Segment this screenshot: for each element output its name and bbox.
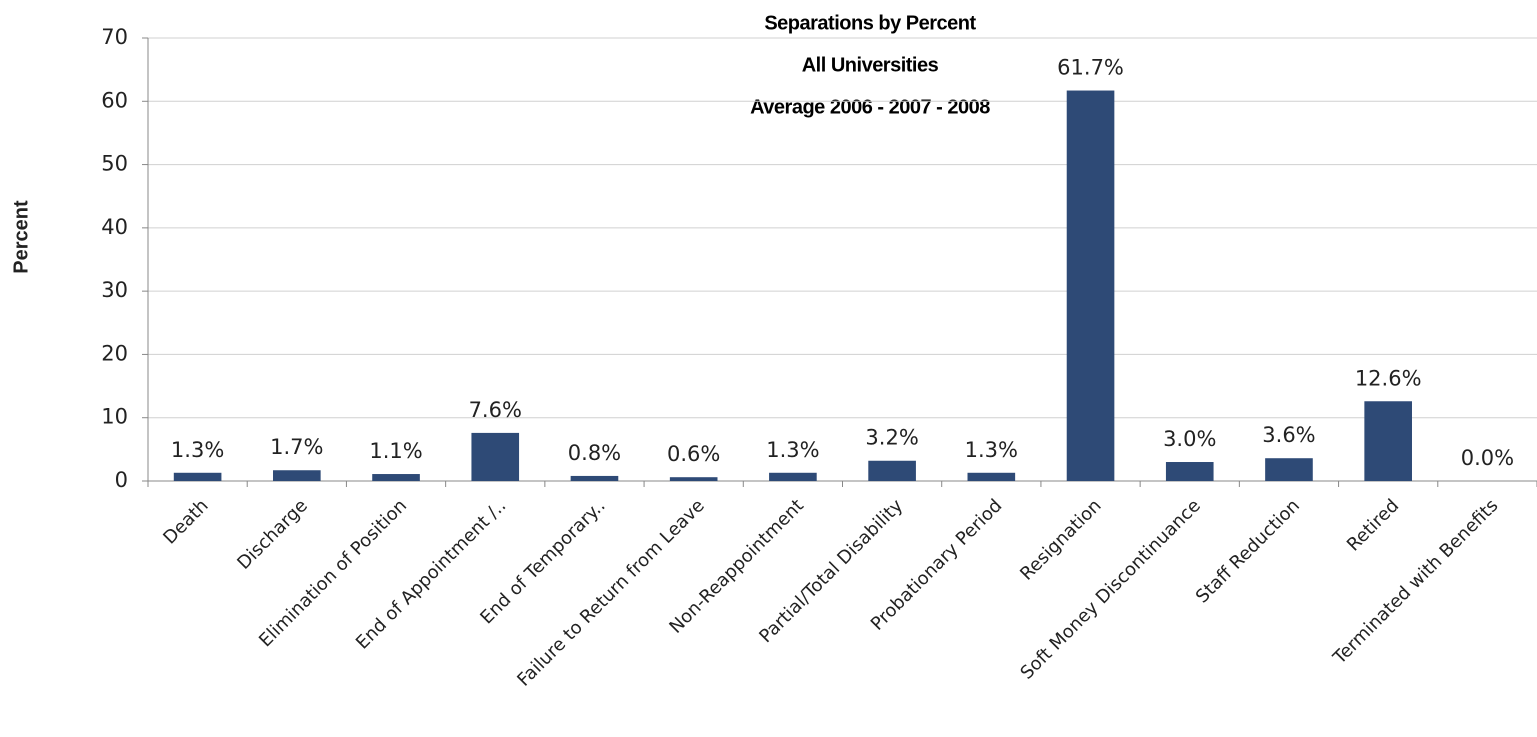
bar xyxy=(669,477,718,481)
x-tick-label: Terminated with Benefits xyxy=(1329,495,1503,669)
x-tick-label: Failure to Return from Leave xyxy=(513,495,708,690)
y-axis-label: Percent xyxy=(10,200,32,274)
y-tick-label: 30 xyxy=(101,278,128,302)
x-tick-label: Death xyxy=(159,495,212,548)
bar xyxy=(1066,90,1115,481)
bar xyxy=(769,472,817,481)
x-tick-label: Staff Reduction xyxy=(1192,495,1304,607)
bar xyxy=(273,470,321,481)
bar xyxy=(372,474,420,481)
x-tick-label: Resignation xyxy=(1016,495,1105,584)
bar xyxy=(868,460,916,481)
bar xyxy=(1265,458,1313,481)
value-label: 3.2% xyxy=(865,426,918,450)
value-label: 61.7% xyxy=(1057,56,1124,80)
chart-subtitle: Average 2006 - 2007 - 2008 xyxy=(750,96,990,118)
value-label: 1.3% xyxy=(766,438,819,462)
y-tick-label: 0 xyxy=(115,468,128,492)
chart-subtitle: All Universities xyxy=(802,54,939,76)
value-label: 0.0% xyxy=(1461,446,1514,470)
bar xyxy=(967,472,1016,481)
value-label: 3.0% xyxy=(1163,427,1216,451)
bar xyxy=(471,432,520,481)
bar xyxy=(173,472,222,481)
x-tick-label: Soft Money Discontinuance xyxy=(1016,495,1204,683)
bar xyxy=(1364,401,1412,481)
x-tick-label: Discharge xyxy=(233,495,312,574)
value-label: 7.6% xyxy=(469,398,522,422)
x-tick-label: Retired xyxy=(1343,495,1403,555)
value-label: 3.6% xyxy=(1262,423,1315,447)
y-tick-label: 60 xyxy=(101,88,128,112)
value-label: 1.1% xyxy=(369,439,422,463)
value-label: 1.3% xyxy=(965,438,1018,462)
y-tick-label: 10 xyxy=(101,405,128,429)
bar xyxy=(570,475,619,481)
value-label: 1.7% xyxy=(270,435,323,459)
value-label: 0.6% xyxy=(667,442,720,466)
value-label: 12.6% xyxy=(1355,366,1422,390)
y-tick-label: 40 xyxy=(101,215,128,239)
value-label: 0.8% xyxy=(568,441,621,465)
bar xyxy=(1165,462,1214,481)
chart-title: Separations by Percent xyxy=(764,12,976,34)
y-tick-label: 70 xyxy=(101,25,128,49)
y-tick-label: 50 xyxy=(101,152,128,176)
y-tick-label: 20 xyxy=(101,341,128,365)
value-label: 1.3% xyxy=(171,438,224,462)
